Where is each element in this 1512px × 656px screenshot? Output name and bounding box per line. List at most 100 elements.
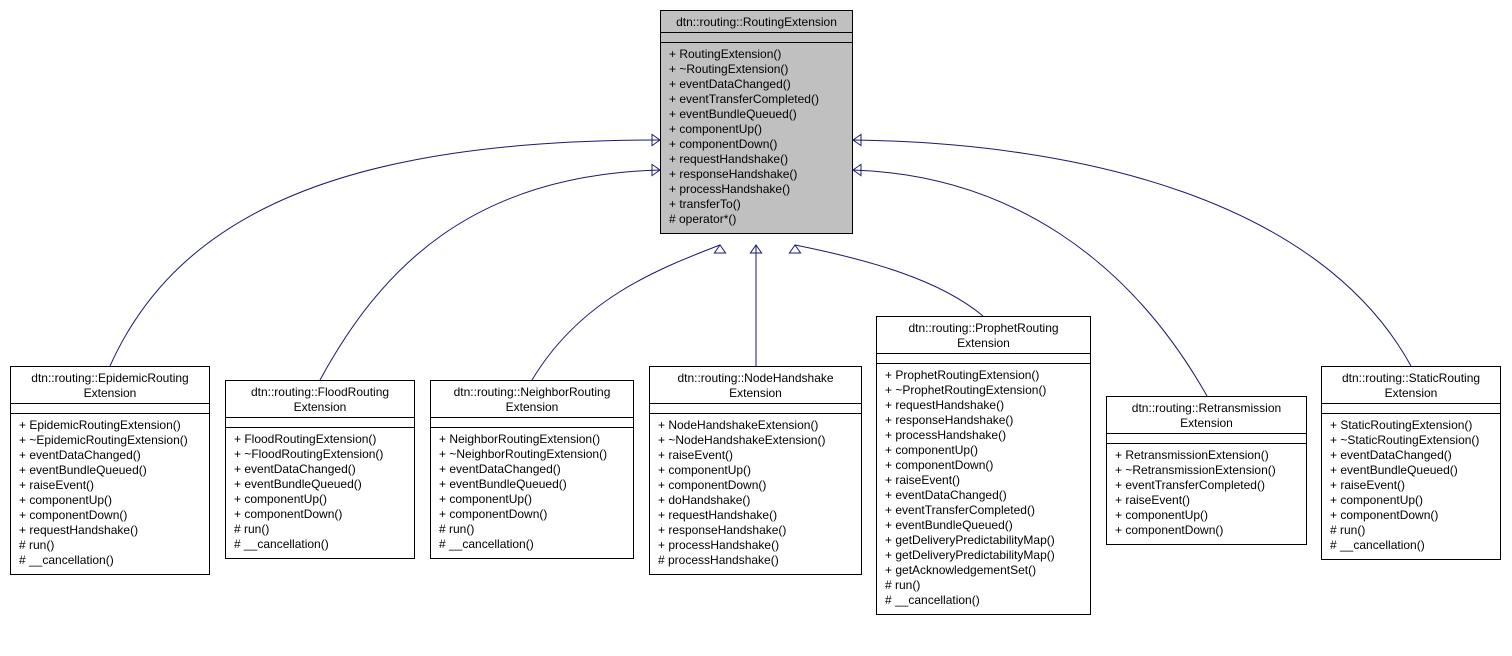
uml-member: + componentUp()	[19, 493, 201, 508]
uml-member: # run()	[885, 578, 1082, 593]
uml-member: + eventDataChanged()	[669, 77, 844, 92]
uml-member: + processHandshake()	[669, 182, 844, 197]
inheritance-edge-EpidemicRoutingExtension	[110, 140, 660, 366]
uml-member: # __cancellation()	[234, 537, 406, 552]
uml-class-attr-section	[650, 404, 861, 414]
uml-member: + componentUp()	[234, 492, 406, 507]
inheritance-edge-ProphetRoutingExtension	[795, 245, 983, 316]
uml-class-methods: + ProphetRoutingExtension()+ ~ProphetRou…	[877, 364, 1090, 614]
uml-member: + responseHandshake()	[658, 523, 853, 538]
uml-class-title: dtn::routing::RoutingExtension	[661, 11, 852, 33]
uml-member: + componentDown()	[1115, 523, 1298, 538]
uml-member: + componentUp()	[658, 463, 853, 478]
uml-member: + componentUp()	[669, 122, 844, 137]
uml-member: # run()	[1330, 523, 1492, 538]
uml-member: + ~EpidemicRoutingExtension()	[19, 433, 201, 448]
uml-member: + componentDown()	[1330, 508, 1492, 523]
inheritance-arrow-StaticRoutingExtension	[853, 134, 861, 145]
uml-member: + requestHandshake()	[658, 508, 853, 523]
uml-member: + eventTransferCompleted()	[669, 92, 844, 107]
uml-class-attr-section	[226, 418, 414, 428]
uml-member: # run()	[19, 538, 201, 553]
uml-class-ProphetRoutingExtension: dtn::routing::ProphetRoutingExtension+ P…	[876, 316, 1091, 615]
uml-member: + eventDataChanged()	[234, 462, 406, 477]
uml-member: + componentUp()	[439, 492, 625, 507]
uml-class-attr-section	[1107, 434, 1306, 444]
inheritance-arrow-EpidemicRoutingExtension	[652, 134, 660, 145]
uml-class-FloodRoutingExtension: dtn::routing::FloodRoutingExtension+ Flo…	[225, 380, 415, 559]
uml-member: + eventBundleQueued()	[669, 107, 844, 122]
inheritance-edge-NeighborRoutingExtension	[532, 245, 720, 380]
uml-class-methods: + RetransmissionExtension()+ ~Retransmis…	[1107, 444, 1306, 544]
uml-class-title: dtn::routing::NodeHandshakeExtension	[650, 367, 861, 404]
uml-member: + raiseEvent()	[658, 448, 853, 463]
uml-member: + eventDataChanged()	[439, 462, 625, 477]
uml-member: # processHandshake()	[658, 553, 853, 568]
uml-member: + ~StaticRoutingExtension()	[1330, 433, 1492, 448]
uml-member: + EpidemicRoutingExtension()	[19, 418, 201, 433]
uml-member: + ~RetransmissionExtension()	[1115, 463, 1298, 478]
inheritance-edge-FloodRoutingExtension	[320, 170, 660, 380]
uml-class-methods: + FloodRoutingExtension()+ ~FloodRouting…	[226, 428, 414, 558]
uml-member: + eventDataChanged()	[885, 488, 1082, 503]
uml-member: + eventBundleQueued()	[19, 463, 201, 478]
uml-member: + raiseEvent()	[885, 473, 1082, 488]
uml-member: + raiseEvent()	[1330, 478, 1492, 493]
uml-member: # __cancellation()	[1330, 538, 1492, 553]
uml-member: # __cancellation()	[19, 553, 201, 568]
uml-member: + FloodRoutingExtension()	[234, 432, 406, 447]
inheritance-arrow-NeighborRoutingExtension	[714, 245, 725, 253]
inheritance-arrow-FloodRoutingExtension	[652, 164, 660, 175]
uml-member: + eventBundleQueued()	[234, 477, 406, 492]
uml-member: + processHandshake()	[658, 538, 853, 553]
uml-member: + componentDown()	[669, 137, 844, 152]
uml-class-attr-section	[1322, 404, 1500, 414]
uml-member: + ~RoutingExtension()	[669, 62, 844, 77]
uml-member: # run()	[439, 522, 625, 537]
uml-member: + componentUp()	[1330, 493, 1492, 508]
uml-member: + responseHandshake()	[669, 167, 844, 182]
uml-class-methods: + RoutingExtension()+ ~RoutingExtension(…	[661, 43, 852, 233]
inheritance-arrow-RetransmissionExtension	[853, 164, 861, 175]
uml-member: + componentDown()	[885, 458, 1082, 473]
uml-member: + componentUp()	[885, 443, 1082, 458]
uml-member: # __cancellation()	[439, 537, 625, 552]
inheritance-arrow-ProphetRoutingExtension	[789, 245, 800, 253]
uml-member: # run()	[234, 522, 406, 537]
uml-class-attr-section	[11, 404, 209, 414]
uml-member: + doHandshake()	[658, 493, 853, 508]
uml-class-methods: + StaticRoutingExtension()+ ~StaticRouti…	[1322, 414, 1500, 559]
uml-member: + requestHandshake()	[669, 152, 844, 167]
uml-class-attr-section	[877, 354, 1090, 364]
uml-class-NodeHandshakeExtension: dtn::routing::NodeHandshakeExtension+ No…	[649, 366, 862, 575]
uml-class-RoutingExtension: dtn::routing::RoutingExtension+ RoutingE…	[660, 10, 853, 234]
uml-member: + StaticRoutingExtension()	[1330, 418, 1492, 433]
uml-member: + getDeliveryPredictabilityMap()	[885, 533, 1082, 548]
uml-class-title: dtn::routing::StaticRoutingExtension	[1322, 367, 1500, 404]
uml-class-attr-section	[431, 418, 633, 428]
uml-member: + transferTo()	[669, 197, 844, 212]
uml-class-StaticRoutingExtension: dtn::routing::StaticRoutingExtension+ St…	[1321, 366, 1501, 560]
uml-class-title: dtn::routing::RetransmissionExtension	[1107, 397, 1306, 434]
uml-class-RetransmissionExtension: dtn::routing::RetransmissionExtension+ R…	[1106, 396, 1307, 545]
uml-class-title: dtn::routing::ProphetRoutingExtension	[877, 317, 1090, 354]
uml-class-title: dtn::routing::FloodRoutingExtension	[226, 381, 414, 418]
uml-member: + eventTransferCompleted()	[885, 503, 1082, 518]
uml-class-methods: + NeighborRoutingExtension()+ ~NeighborR…	[431, 428, 633, 558]
uml-member: + getDeliveryPredictabilityMap()	[885, 548, 1082, 563]
uml-member: + RetransmissionExtension()	[1115, 448, 1298, 463]
uml-class-methods: + EpidemicRoutingExtension()+ ~EpidemicR…	[11, 414, 209, 574]
uml-member: + NeighborRoutingExtension()	[439, 432, 625, 447]
uml-class-attr-section	[661, 33, 852, 43]
uml-member: + RoutingExtension()	[669, 47, 844, 62]
uml-class-EpidemicRoutingExtension: dtn::routing::EpidemicRoutingExtension+ …	[10, 366, 210, 575]
uml-member: + componentDown()	[19, 508, 201, 523]
uml-member: + eventBundleQueued()	[1330, 463, 1492, 478]
uml-member: # __cancellation()	[885, 593, 1082, 608]
uml-member: + eventBundleQueued()	[439, 477, 625, 492]
uml-class-title: dtn::routing::NeighborRoutingExtension	[431, 381, 633, 418]
uml-member: + NodeHandshakeExtension()	[658, 418, 853, 433]
uml-class-title: dtn::routing::EpidemicRoutingExtension	[11, 367, 209, 404]
uml-member: + eventBundleQueued()	[885, 518, 1082, 533]
inheritance-arrow-NodeHandshakeExtension	[750, 245, 761, 253]
